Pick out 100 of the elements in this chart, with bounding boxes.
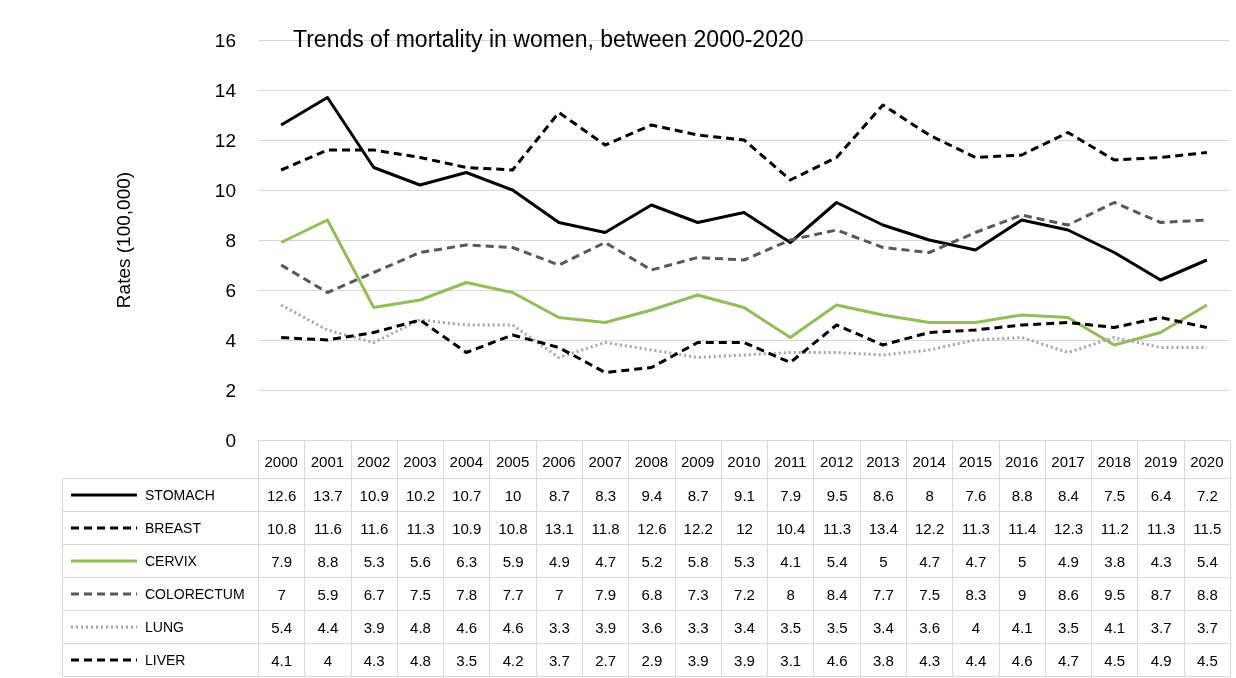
data-label: 8 bbox=[767, 577, 815, 611]
data-label: 11.2 bbox=[1091, 511, 1139, 545]
data-label: 8.8 bbox=[1183, 577, 1231, 611]
data-label: 3.8 bbox=[859, 643, 907, 677]
data-label: 3.5 bbox=[1044, 610, 1093, 644]
data-label: 3.5 bbox=[767, 610, 815, 644]
data-label: 4.1 bbox=[258, 643, 306, 677]
data-label: 4.6 bbox=[813, 643, 861, 677]
data-label: 5.8 bbox=[674, 544, 722, 578]
x-tick-label: 2014 bbox=[912, 453, 946, 470]
y-tick-label: 6 bbox=[225, 279, 236, 301]
data-label: 7.8 bbox=[443, 577, 491, 611]
data-label: 10.8 bbox=[258, 511, 306, 545]
data-label: 5.4 bbox=[1183, 544, 1231, 578]
data-label: 7.2 bbox=[720, 577, 769, 611]
x-tick-label: 2003 bbox=[403, 453, 437, 470]
legend-label: STOMACH bbox=[145, 487, 215, 503]
data-label: 5 bbox=[998, 544, 1046, 578]
legend-label: CERVIX bbox=[145, 553, 197, 569]
data-label: 4.8 bbox=[396, 643, 445, 677]
data-label: 4.1 bbox=[767, 544, 815, 578]
data-label: 3.4 bbox=[859, 610, 907, 644]
data-label: 7.2 bbox=[1183, 478, 1231, 512]
data-label: 5.3 bbox=[720, 544, 769, 578]
data-label: 8 bbox=[906, 478, 954, 512]
data-label: 8.4 bbox=[1044, 478, 1093, 512]
data-label: 4.7 bbox=[952, 544, 1000, 578]
data-label: 12 bbox=[720, 511, 769, 545]
line-series bbox=[279, 316, 1209, 374]
y-tick-label: 14 bbox=[214, 79, 237, 101]
data-label: 4.9 bbox=[1044, 544, 1093, 578]
x-tick-label: 2010 bbox=[727, 453, 761, 470]
x-tick-label: 2004 bbox=[449, 453, 483, 470]
x-tick-label: 2019 bbox=[1143, 453, 1178, 470]
x-tick-label: 2007 bbox=[588, 453, 622, 470]
data-label: 5.2 bbox=[628, 544, 676, 578]
data-label: 3.5 bbox=[813, 610, 861, 644]
data-label: 7.9 bbox=[258, 544, 306, 578]
data-label: 3.5 bbox=[443, 643, 491, 677]
data-label: 4.6 bbox=[443, 610, 491, 644]
data-label: 12.2 bbox=[674, 511, 722, 545]
data-label: 13.7 bbox=[304, 478, 352, 512]
data-label: 9.1 bbox=[720, 478, 769, 512]
data-label: 10.7 bbox=[443, 478, 491, 512]
legend-label: LUNG bbox=[145, 619, 184, 635]
data-label: 4.2 bbox=[489, 643, 537, 677]
data-label: 8.7 bbox=[535, 478, 583, 512]
data-label: 8.3 bbox=[952, 577, 1000, 611]
data-label: 12.6 bbox=[628, 511, 676, 545]
data-label: 8.7 bbox=[674, 478, 722, 512]
data-label: 2.9 bbox=[628, 643, 676, 677]
data-label: 9.4 bbox=[628, 478, 676, 512]
x-tick-label: 2016 bbox=[1005, 453, 1039, 470]
data-label: 7 bbox=[535, 577, 583, 611]
data-label: 7.9 bbox=[767, 478, 815, 512]
x-tick-label: 2005 bbox=[495, 453, 530, 470]
y-tick-label: 0 bbox=[225, 429, 236, 451]
data-label: 4.5 bbox=[1091, 643, 1139, 677]
data-label: 8.4 bbox=[813, 577, 861, 611]
data-label: 3.7 bbox=[1137, 610, 1185, 644]
data-label: 8.7 bbox=[1137, 577, 1185, 611]
data-label: 10.9 bbox=[443, 511, 491, 545]
data-label: 13.1 bbox=[535, 511, 583, 545]
data-label: 13.4 bbox=[859, 511, 907, 545]
data-label: 3.7 bbox=[535, 643, 583, 677]
data-label: 5 bbox=[859, 544, 907, 578]
data-label: 8.3 bbox=[582, 478, 630, 512]
chart-title: Trends of mortality in women, between 2000-2020 bbox=[293, 25, 804, 52]
data-label: 7.9 bbox=[582, 577, 630, 611]
data-label: 4.1 bbox=[998, 610, 1046, 644]
data-label: 4.6 bbox=[489, 610, 537, 644]
data-label: 10.2 bbox=[396, 478, 445, 512]
data-label: 11.3 bbox=[813, 511, 861, 545]
line-series bbox=[279, 96, 1209, 282]
data-label: 7.5 bbox=[396, 577, 445, 611]
data-label: 6.7 bbox=[350, 577, 398, 611]
x-tick-label: 2013 bbox=[866, 453, 900, 470]
data-label: 3.3 bbox=[674, 610, 722, 644]
x-tick-label: 2006 bbox=[542, 453, 576, 470]
line-series bbox=[279, 303, 1209, 359]
data-label: 7.5 bbox=[906, 577, 954, 611]
data-label: 3.3 bbox=[535, 610, 583, 644]
legend-label: COLORECTUM bbox=[145, 586, 245, 602]
data-label: 7.7 bbox=[859, 577, 907, 611]
data-label: 12.3 bbox=[1044, 511, 1093, 545]
data-label: 3.6 bbox=[628, 610, 676, 644]
data-label: 10.8 bbox=[489, 511, 537, 545]
data-label: 11.6 bbox=[350, 511, 398, 545]
data-label: 9.5 bbox=[813, 478, 861, 512]
data-label: 7.7 bbox=[489, 577, 537, 611]
data-label: 7.3 bbox=[674, 577, 722, 611]
data-label: 4.7 bbox=[1044, 643, 1093, 677]
data-label: 7.6 bbox=[952, 478, 1000, 512]
data-label: 8.8 bbox=[304, 544, 352, 578]
data-label: 4.3 bbox=[1137, 544, 1185, 578]
data-label: 11.3 bbox=[1137, 511, 1185, 545]
data-label: 11.3 bbox=[396, 511, 445, 545]
data-label: 10 bbox=[489, 478, 537, 512]
x-tick-label: 2017 bbox=[1051, 453, 1085, 470]
data-label: 4.3 bbox=[350, 643, 398, 677]
